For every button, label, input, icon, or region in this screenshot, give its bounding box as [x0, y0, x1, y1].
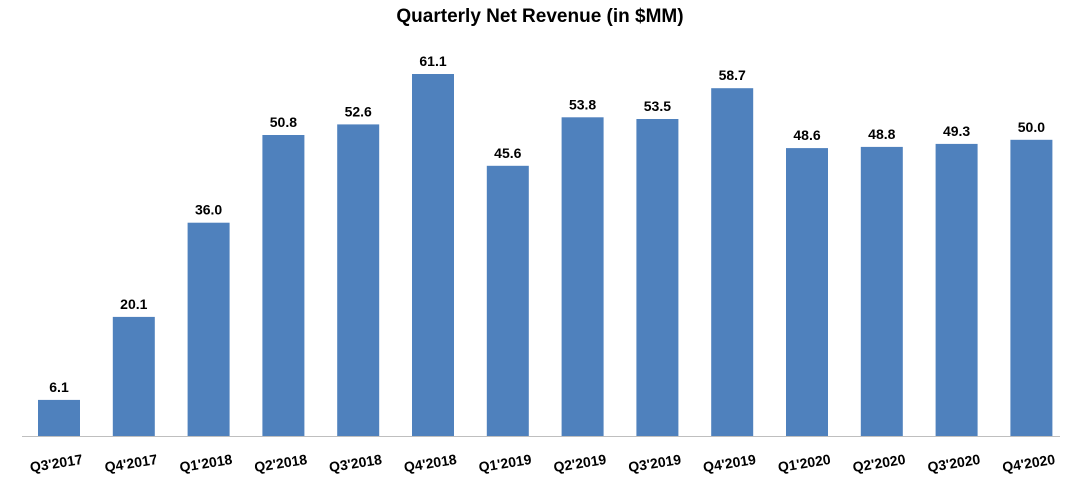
- x-tick-label-10: Q1'2020: [777, 451, 832, 475]
- x-tick-label-6: Q1'2019: [478, 451, 533, 475]
- bar-1: [112, 316, 155, 436]
- bar-12: [935, 143, 978, 436]
- x-tick-label-4: Q3'2018: [328, 451, 383, 475]
- bar-13: [1010, 139, 1053, 437]
- data-label-11: 48.8: [868, 126, 895, 142]
- data-label-7: 53.8: [569, 96, 596, 112]
- bar-3: [262, 135, 305, 436]
- data-label-4: 52.6: [345, 103, 372, 119]
- data-label-13: 50.0: [1018, 119, 1045, 135]
- data-label-1: 20.1: [120, 296, 147, 312]
- data-label-9: 58.7: [719, 67, 746, 83]
- x-tick-label-9: Q4'2019: [702, 451, 757, 475]
- x-tick-label-11: Q2'2020: [852, 451, 907, 475]
- data-label-0: 6.1: [49, 379, 69, 395]
- data-label-3: 50.8: [270, 114, 297, 130]
- bar-9: [711, 88, 754, 436]
- x-tick-label-13: Q4'2020: [1001, 451, 1056, 475]
- bar-10: [786, 148, 828, 436]
- data-label-10: 48.6: [793, 127, 820, 143]
- data-label-5: 61.1: [419, 53, 446, 69]
- x-tick-label-8: Q3'2019: [627, 451, 682, 475]
- bar-4: [337, 124, 380, 437]
- x-tick-label-2: Q1'2018: [178, 451, 233, 475]
- x-tick-label-7: Q2'2019: [552, 451, 607, 475]
- x-tick-label-1: Q4'2017: [104, 451, 159, 475]
- bar-0: [38, 399, 80, 436]
- bar-8: [636, 119, 679, 436]
- bar-6: [486, 165, 529, 437]
- data-label-2: 36.0: [195, 202, 222, 218]
- chart-title: Quarterly Net Revenue (in $MM): [396, 6, 684, 27]
- bar-2: [187, 222, 230, 436]
- data-label-12: 49.3: [943, 123, 970, 139]
- bar-11: [860, 146, 903, 436]
- data-label-6: 45.6: [494, 145, 521, 161]
- x-tick-label-5: Q4'2018: [403, 451, 458, 475]
- data-label-8: 53.5: [644, 98, 671, 114]
- x-tick-label-0: Q3'2017: [29, 451, 84, 475]
- bar-5: [412, 74, 454, 436]
- bar-7: [561, 117, 604, 437]
- x-tick-label-3: Q2'2018: [253, 451, 308, 475]
- x-tick-label-12: Q3'2020: [926, 451, 981, 475]
